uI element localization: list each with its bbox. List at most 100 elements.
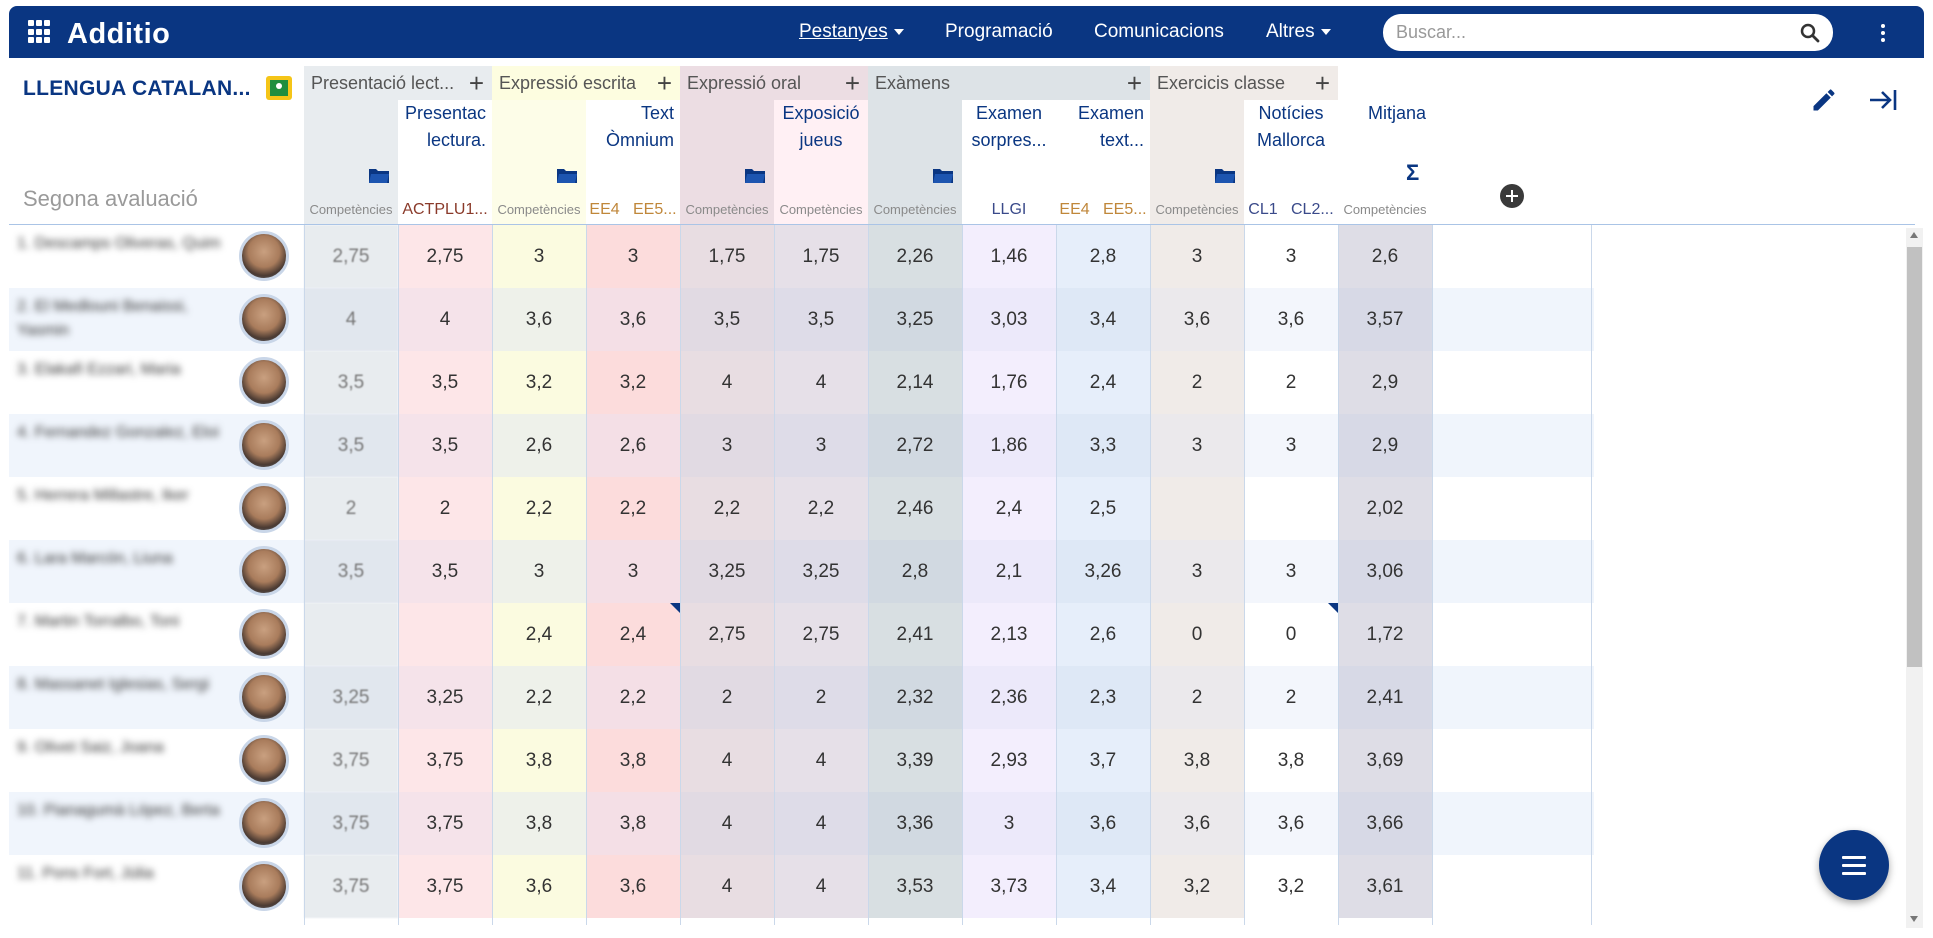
avatar[interactable] (239, 357, 289, 407)
edit-pencil-icon[interactable] (1810, 86, 1838, 114)
column-header-band[interactable] (680, 100, 774, 225)
comment-flag-icon[interactable] (670, 603, 680, 613)
column-header-band[interactable] (586, 100, 680, 225)
grade-cell[interactable]: 3,26 (1056, 540, 1150, 603)
grade-cell[interactable] (304, 603, 398, 666)
grade-cell[interactable]: 2,75 (304, 225, 398, 288)
grade-cell[interactable]: 3 (492, 225, 586, 288)
grade-cell[interactable]: 2,14 (868, 351, 962, 414)
grade-cell[interactable]: 3,75 (398, 855, 492, 918)
grade-cell[interactable]: 3,2 (1150, 855, 1244, 918)
grade-cell[interactable] (1150, 477, 1244, 540)
grade-cell[interactable]: 2,4 (492, 603, 586, 666)
competency-label[interactable]: Competències (309, 202, 393, 217)
student-cell[interactable]: 4. Fernandez Gonzalez, Eloi (9, 414, 304, 477)
nav-pestanyes[interactable]: Pestanyes (799, 21, 904, 43)
grade-cell[interactable]: 2 (774, 666, 868, 729)
avatar[interactable] (239, 546, 289, 596)
grade-cell[interactable]: 2,75 (680, 603, 774, 666)
column-group-header[interactable]: Presentació lect... + (304, 66, 492, 100)
grade-cell[interactable]: 4 (680, 855, 774, 918)
grade-cell[interactable]: 2,72 (868, 414, 962, 477)
grade-cell[interactable]: 3,6 (1150, 288, 1244, 351)
grade-cell[interactable]: 3,03 (962, 288, 1056, 351)
grade-cell[interactable]: 2,26 (868, 225, 962, 288)
grade-cell[interactable]: 2,13 (962, 603, 1056, 666)
grade-cell[interactable]: 4 (774, 855, 868, 918)
search-icon[interactable] (1800, 23, 1820, 43)
student-name[interactable]: 7. Martin Torralbo, Toni (17, 613, 180, 630)
student-name[interactable]: 2. El Medlouni Benaissi, Yasmin (17, 298, 188, 339)
grade-cell[interactable]: 0 (1150, 603, 1244, 666)
grade-cell[interactable]: 2,36 (962, 666, 1056, 729)
grade-cell[interactable]: 3 (680, 414, 774, 477)
grade-cell[interactable]: 2,75 (774, 603, 868, 666)
competency-label[interactable]: LLGI (991, 201, 1027, 218)
grade-cell[interactable]: 2,6 (492, 414, 586, 477)
grade-cell[interactable]: 1,86 (962, 414, 1056, 477)
grade-cell[interactable]: 2,75 (398, 225, 492, 288)
grade-cell[interactable]: 2,4 (586, 603, 680, 666)
nav-altres[interactable]: Altres (1266, 21, 1331, 43)
course-title[interactable]: LLENGUA CATALAN... (23, 77, 251, 100)
grade-cell[interactable]: 3,5 (304, 414, 398, 477)
student-name[interactable]: 8. Massanet Iglesias, Sergi (17, 676, 210, 693)
grade-cell[interactable]: 1,72 (1338, 603, 1432, 666)
student-cell[interactable]: 8. Massanet Iglesias, Sergi (9, 666, 304, 729)
column-header-band[interactable] (1338, 100, 1432, 225)
grade-cell[interactable]: 2,6 (1338, 225, 1432, 288)
search-input[interactable] (1383, 14, 1833, 51)
avatar[interactable] (239, 861, 289, 911)
grade-cell[interactable]: 3,53 (868, 855, 962, 918)
grade-cell[interactable]: 2,4 (1056, 351, 1150, 414)
competency-label[interactable]: Competències (873, 202, 957, 217)
grade-cell[interactable]: 2,8 (1056, 225, 1150, 288)
column-title[interactable]: Presentac lectura. (404, 103, 486, 150)
student-cell[interactable]: 1. Descamps Oliveras, Quim (9, 225, 304, 288)
grade-cell[interactable]: 3,4 (1056, 855, 1150, 918)
grade-cell[interactable]: 2,6 (586, 414, 680, 477)
grade-cell[interactable]: 3,6 (586, 288, 680, 351)
grade-cell[interactable]: 3,6 (1244, 792, 1338, 855)
student-cell[interactable]: 5. Herrera Millastre, Iker (9, 477, 304, 540)
grade-cell[interactable]: 3,36 (868, 792, 962, 855)
grade-cell[interactable]: 2,5 (1056, 477, 1150, 540)
grade-cell[interactable]: 3,39 (868, 729, 962, 792)
column-header-band[interactable] (304, 100, 398, 225)
student-cell[interactable]: 11. Pons Fort, Júlia (9, 855, 304, 918)
student-name[interactable]: 4. Fernandez Gonzalez, Eloi (17, 424, 219, 441)
competency-codes[interactable]: EE4 EE5... (1056, 196, 1150, 224)
empty-cell[interactable] (1432, 351, 1591, 414)
competency-label[interactable]: Competències (779, 202, 863, 217)
student-name[interactable]: 9. Olivet Saiz, Joana (17, 739, 164, 756)
grade-cell[interactable]: 3,61 (1338, 855, 1432, 918)
grade-cell[interactable]: 3,8 (492, 792, 586, 855)
grade-cell[interactable]: 1,46 (962, 225, 1056, 288)
empty-cell[interactable] (1432, 225, 1591, 288)
grade-cell[interactable]: 3,2 (1244, 855, 1338, 918)
grade-cell[interactable]: 2,9 (1338, 351, 1432, 414)
add-activity-icon[interactable]: + (1314, 68, 1330, 98)
grade-cell[interactable]: 2 (304, 477, 398, 540)
grade-cell[interactable]: 3,8 (1244, 729, 1338, 792)
avatar[interactable] (239, 735, 289, 785)
student-name[interactable]: 10. Pianagumà López, Berta (17, 802, 220, 819)
avatar[interactable] (239, 672, 289, 722)
grade-cell[interactable]: 2 (398, 477, 492, 540)
competency-label[interactable]: Competències (685, 202, 769, 217)
grade-cell[interactable]: 3 (1150, 540, 1244, 603)
column-group-header[interactable]: Exàmens + (868, 66, 1150, 100)
grade-cell[interactable]: 3,75 (398, 729, 492, 792)
column-title[interactable]: Text Òmnium (605, 103, 674, 150)
grade-cell[interactable] (398, 603, 492, 666)
avatar[interactable] (239, 420, 289, 470)
collapse-panel-icon[interactable] (1868, 86, 1898, 114)
grade-cell[interactable]: 2,3 (1056, 666, 1150, 729)
student-cell[interactable]: 6. Lara Marcón, Liuna (9, 540, 304, 603)
grade-cell[interactable]: 3,6 (1056, 792, 1150, 855)
grade-cell[interactable]: 4 (774, 351, 868, 414)
brand-logo[interactable]: Additio (67, 18, 171, 50)
column-group-header[interactable]: Expressió oral + (680, 66, 868, 100)
student-name[interactable]: 1. Descamps Oliveras, Quim (17, 235, 221, 252)
comment-flag-icon[interactable] (1328, 603, 1338, 613)
